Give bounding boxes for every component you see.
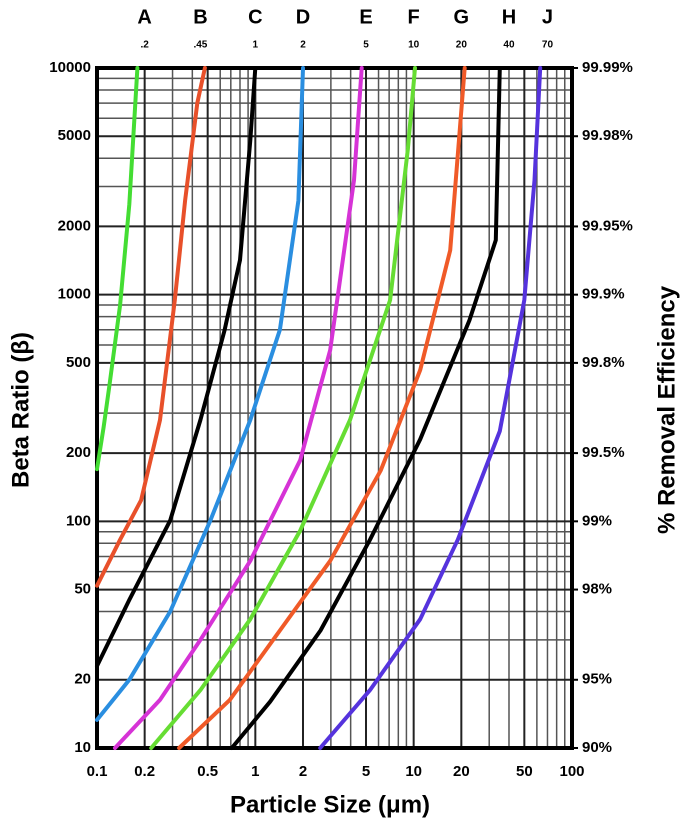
series-size-label: 10: [408, 40, 420, 51]
y2-tick-label: 99.8%: [582, 354, 625, 371]
series-name: B: [193, 6, 207, 28]
series-size-label: 2: [300, 40, 306, 51]
series-line: [149, 66, 417, 750]
y2-tick-label: 95%: [582, 671, 612, 688]
series-size-label: 70: [542, 40, 554, 51]
series-name: F: [408, 6, 420, 28]
x-tick-label: 20: [453, 763, 470, 780]
y-tick-label: 500: [66, 354, 91, 371]
series-name: C: [248, 6, 262, 28]
x-tick-label: 2: [299, 763, 307, 780]
y-tick-label: 10000: [49, 59, 91, 76]
x-tick-label: 0.2: [134, 763, 155, 780]
y-tick-label: 5000: [58, 127, 91, 144]
series-line: [95, 66, 207, 588]
x-tick-label: 1: [251, 763, 259, 780]
y2-axis-title: % Removal Efficiency: [653, 285, 680, 534]
y2-tick-label: 99.98%: [582, 127, 633, 144]
series-name: A: [137, 6, 151, 28]
x-tick-label: 5: [362, 763, 370, 780]
series-name: D: [296, 6, 310, 28]
series-line: [229, 66, 502, 750]
y2-tick-label: 99.95%: [582, 217, 633, 234]
y2-tick-label: 99.5%: [582, 444, 625, 461]
series-name: E: [359, 6, 372, 28]
series-size-label: .45: [193, 40, 207, 51]
series-line: [113, 66, 364, 750]
y2-tick-label: 99%: [582, 512, 612, 529]
x-axis-title: Particle Size (μm): [230, 791, 430, 818]
x-tick-label: 100: [559, 763, 584, 780]
x-tick-label: 0.1: [87, 763, 108, 780]
series-size-label: 20: [456, 40, 468, 51]
x-tick-label: 50: [516, 763, 533, 780]
y2-tick-label: 90%: [582, 739, 612, 756]
plot-frame: [95, 66, 574, 750]
series-size-label: 5: [363, 40, 369, 51]
series-line: [95, 66, 305, 722]
series-line: [95, 66, 258, 668]
y-tick-label: 100: [66, 512, 91, 529]
y-tick-label: 20: [74, 671, 91, 688]
x-tick-label: 10: [405, 763, 422, 780]
series-line: [177, 66, 467, 750]
series-name: H: [502, 6, 516, 28]
series-size-label: 40: [503, 40, 515, 51]
series-size-label: 1: [253, 40, 259, 51]
x-tick-label: 0.5: [197, 763, 218, 780]
series-line: [95, 66, 140, 472]
series-name: J: [542, 6, 553, 28]
series-name: G: [454, 6, 470, 28]
y2-tick-label: 99.99%: [582, 59, 633, 76]
y2-tick-label: 99.9%: [582, 286, 625, 303]
y2-tick-label: 98%: [582, 581, 612, 598]
y-tick-label: 200: [66, 444, 91, 461]
y-tick-label: 50: [74, 581, 91, 598]
series-line: [318, 66, 543, 750]
series-size-label: .2: [140, 40, 149, 51]
y-tick-label: 2000: [58, 217, 91, 234]
y-tick-label: 10: [74, 739, 91, 756]
y-axis-title: Beta Ratio (β): [7, 332, 34, 488]
y-tick-label: 1000: [58, 286, 91, 303]
